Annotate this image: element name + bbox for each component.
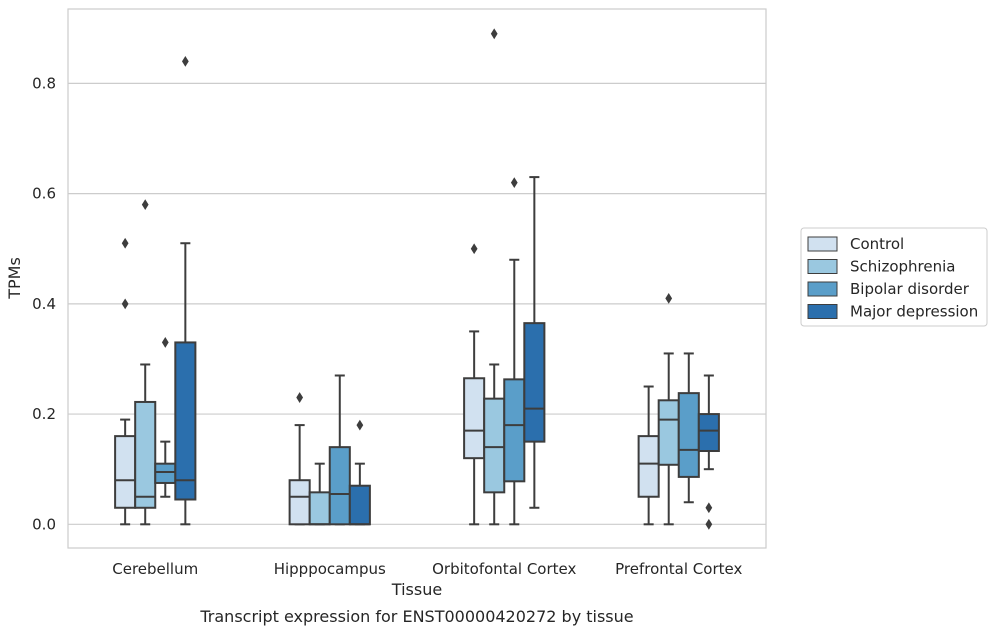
box-series bbox=[114, 28, 720, 530]
y-tick-label: 0.8 bbox=[32, 74, 56, 92]
outlier-point bbox=[121, 298, 129, 310]
legend-swatch bbox=[807, 304, 838, 319]
box-body bbox=[134, 400, 157, 509]
outlier-point bbox=[705, 518, 713, 530]
box-body bbox=[348, 484, 371, 526]
legend-label: Major depression bbox=[850, 303, 978, 321]
box-major-depression bbox=[348, 419, 371, 526]
box-body bbox=[463, 377, 486, 460]
y-tick-label: 0.6 bbox=[32, 185, 56, 203]
x-tick-label: Hipppocampus bbox=[274, 560, 386, 578]
box-body bbox=[503, 378, 526, 483]
box-bipolar-disorder bbox=[154, 337, 177, 498]
outlier-point bbox=[296, 392, 304, 403]
box-body bbox=[697, 413, 720, 453]
box-body bbox=[114, 435, 137, 509]
outlier-point bbox=[356, 419, 364, 431]
box-body bbox=[657, 399, 680, 466]
y-axis-label: TPMs bbox=[5, 257, 24, 300]
box-body bbox=[523, 322, 546, 443]
y-tick-label: 0.4 bbox=[32, 295, 56, 313]
outlier-point bbox=[510, 177, 518, 189]
legend-frame bbox=[800, 227, 988, 327]
legend-swatch bbox=[807, 259, 838, 274]
x-axis-label: Tissue bbox=[391, 580, 442, 599]
box-major-depression bbox=[174, 55, 197, 526]
outlier-point bbox=[141, 199, 149, 211]
y-ticks: 0.0 0.2 0.4 0.6 0.8 bbox=[32, 74, 56, 533]
outlier-point bbox=[490, 28, 498, 40]
x-tick-label: Prefrontal Cortex bbox=[615, 560, 742, 578]
legend: Control Schizophrenia Bipolar disorder Majo… bbox=[800, 227, 988, 327]
box-bipolar-disorder bbox=[328, 374, 351, 526]
legend-label: Control bbox=[850, 235, 904, 253]
box-control bbox=[637, 385, 660, 526]
box-major-depression bbox=[697, 374, 720, 530]
box-body bbox=[288, 479, 311, 526]
box-body bbox=[174, 341, 197, 501]
box-control bbox=[114, 237, 137, 526]
box-body bbox=[483, 397, 506, 494]
outlier-point bbox=[181, 55, 189, 67]
x-ticks: Cerebellum Hipppocampus Orbitofontal Corte… bbox=[112, 560, 742, 578]
box-body bbox=[308, 491, 331, 526]
x-tick-label: Orbitofontal Cortex bbox=[432, 560, 576, 578]
box-schizophrenia bbox=[134, 199, 157, 526]
legend-label: Schizophrenia bbox=[850, 258, 955, 276]
box-body bbox=[154, 462, 177, 484]
outlier-point bbox=[470, 243, 478, 255]
box-control bbox=[288, 392, 311, 526]
box-bipolar-disorder bbox=[503, 177, 526, 526]
box-body bbox=[328, 446, 351, 526]
box-body bbox=[677, 392, 700, 478]
y-tick-label: 0.2 bbox=[32, 405, 56, 423]
outlier-point bbox=[705, 502, 713, 514]
x-tick-label: Cerebellum bbox=[112, 560, 198, 578]
y-tick-label: 0.0 bbox=[32, 515, 56, 533]
plot-frame bbox=[67, 8, 767, 549]
legend-swatch bbox=[807, 236, 838, 252]
figure-caption: Transcript expression for ENST0000042027… bbox=[199, 607, 633, 626]
legend-label: Bipolar disorder bbox=[850, 280, 970, 298]
outlier-point bbox=[665, 292, 673, 304]
box-major-depression bbox=[523, 176, 546, 509]
legend-swatch bbox=[807, 281, 838, 297]
box-schizophrenia bbox=[657, 292, 680, 526]
outlier-point bbox=[121, 237, 129, 249]
outlier-point bbox=[161, 337, 169, 348]
box-schizophrenia bbox=[483, 28, 506, 526]
box-body bbox=[637, 435, 660, 498]
